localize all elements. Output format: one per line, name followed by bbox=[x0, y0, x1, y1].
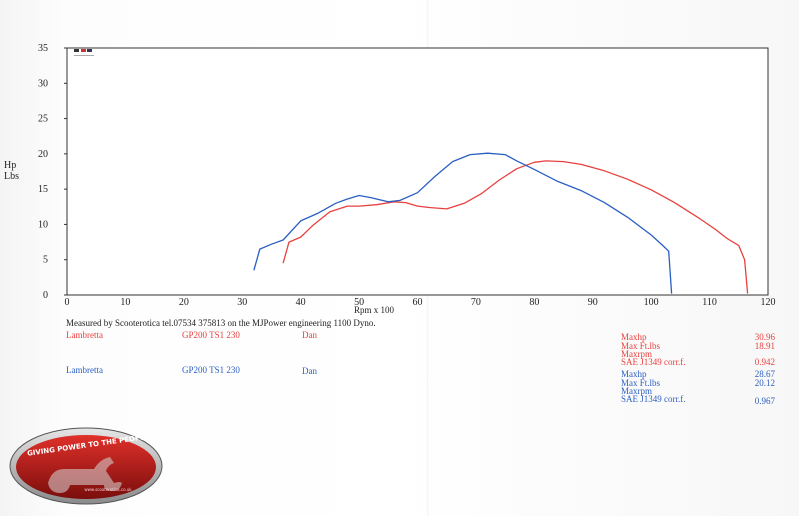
run1-sae-value: 0.942 bbox=[754, 357, 775, 367]
scooterotica-logo: GIVING POWER TO THE PEOPLE! www.scootero… bbox=[9, 427, 163, 505]
x-tick-label: 60 bbox=[413, 297, 423, 308]
series-layer bbox=[253, 152, 749, 294]
scooter-silhouette-icon bbox=[48, 457, 122, 493]
run2-sae-label: SAE J1349 corr.f. bbox=[621, 394, 686, 404]
y-tick-label: 35 bbox=[38, 43, 48, 54]
x-tick-label: 0 bbox=[65, 297, 70, 308]
run1-maxftlbs-label: Max Ft.lbs bbox=[621, 341, 661, 351]
plot-corner-logo bbox=[74, 49, 94, 56]
x-tick-label: 110 bbox=[702, 297, 717, 308]
x-tick-label: 20 bbox=[179, 297, 189, 308]
x-tick-label: 10 bbox=[120, 297, 130, 308]
x-tick-label: 30 bbox=[237, 297, 247, 308]
run1-maxhp-value: 30.96 bbox=[754, 332, 775, 342]
run2-model: GP200 TS1 230 bbox=[182, 365, 240, 375]
x-tick-label: 40 bbox=[296, 297, 306, 308]
measured-by-note: Measured by Scooterotica tel.07534 37581… bbox=[66, 318, 376, 328]
plot-area-frame bbox=[66, 47, 769, 296]
run2-rider: Dan bbox=[302, 366, 317, 376]
run1-model: GP200 TS1 230 bbox=[182, 330, 240, 340]
y-unit-lbs: Lbs bbox=[4, 171, 19, 182]
run1-make: Lambretta bbox=[66, 330, 103, 340]
x-tick-label: 50 bbox=[354, 297, 364, 308]
y-tick-label: 5 bbox=[43, 255, 48, 266]
run1-maxrpm-label: Maxrpm bbox=[621, 349, 652, 359]
run1-maxhp-label: Maxhp bbox=[621, 332, 647, 342]
x-tick-label: 90 bbox=[588, 297, 598, 308]
run2-sae-value: 0.967 bbox=[754, 396, 775, 406]
x-tick-label: 80 bbox=[529, 297, 539, 308]
logo-url: www.scooterotica.co.uk bbox=[84, 487, 132, 492]
x-axis-ticks: 0 10 20 30 40 50 60 70 80 90 100 110 120 bbox=[65, 297, 776, 308]
y-axis-unit: Hp Lbs bbox=[4, 160, 19, 182]
run2-maxftlbs-value: 20.12 bbox=[754, 378, 775, 388]
x-tick-label: 70 bbox=[471, 297, 481, 308]
x-tick-label: 100 bbox=[644, 297, 659, 308]
y-tick-label: 10 bbox=[38, 219, 48, 230]
y-tick-label: 15 bbox=[38, 184, 48, 195]
y-axis-ticks: 0 5 10 15 20 25 30 35 bbox=[38, 43, 67, 301]
run2-maxrpm-label: Maxrpm bbox=[621, 386, 652, 396]
y-tick-label: 30 bbox=[38, 78, 48, 89]
y-tick-label: 25 bbox=[38, 114, 48, 125]
run2-maxhp-label: Maxhp bbox=[621, 369, 647, 379]
y-unit-hp: Hp bbox=[4, 160, 17, 171]
x-axis-label: Rpm x 100 bbox=[354, 305, 395, 315]
run2-maxhp-value: 28.67 bbox=[754, 369, 775, 379]
run2-maxftlbs-label: Max Ft.lbs bbox=[621, 378, 661, 388]
run1-maxftlbs-value: 18.91 bbox=[754, 341, 775, 351]
run1-sae-label: SAE J1349 corr.f. bbox=[621, 357, 686, 367]
y-tick-label: 20 bbox=[38, 149, 48, 160]
run1-rider: Dan bbox=[302, 330, 317, 340]
x-tick-label: 120 bbox=[761, 297, 776, 308]
series-line-1 bbox=[282, 160, 749, 294]
series-line-2 bbox=[253, 152, 673, 294]
run2-make: Lambretta bbox=[66, 365, 103, 375]
y-tick-label: 0 bbox=[43, 290, 48, 301]
